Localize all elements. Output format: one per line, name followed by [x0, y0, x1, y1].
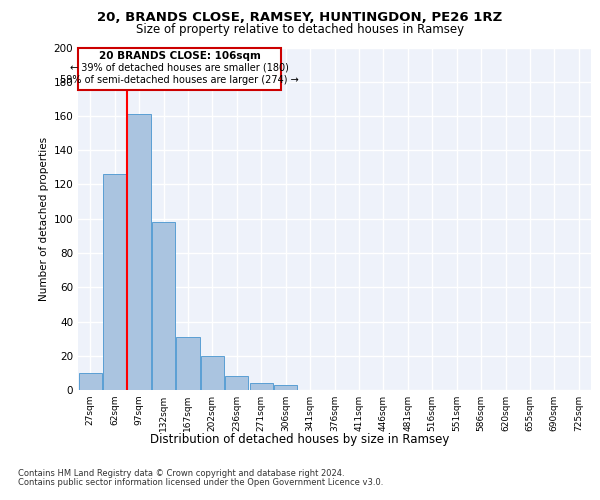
Text: Distribution of detached houses by size in Ramsey: Distribution of detached houses by size …: [151, 432, 449, 446]
Text: ← 39% of detached houses are smaller (180): ← 39% of detached houses are smaller (18…: [70, 63, 289, 73]
Text: Size of property relative to detached houses in Ramsey: Size of property relative to detached ho…: [136, 22, 464, 36]
Text: Contains HM Land Registry data © Crown copyright and database right 2024.: Contains HM Land Registry data © Crown c…: [18, 469, 344, 478]
Bar: [79, 373, 102, 390]
Bar: [103, 174, 126, 390]
FancyBboxPatch shape: [79, 48, 281, 90]
Text: 20, BRANDS CLOSE, RAMSEY, HUNTINGDON, PE26 1RZ: 20, BRANDS CLOSE, RAMSEY, HUNTINGDON, PE…: [97, 11, 503, 24]
Bar: [127, 114, 151, 390]
Bar: [225, 376, 248, 390]
Text: 59% of semi-detached houses are larger (274) →: 59% of semi-detached houses are larger (…: [60, 75, 299, 85]
Y-axis label: Number of detached properties: Number of detached properties: [39, 136, 49, 301]
Text: 20 BRANDS CLOSE: 106sqm: 20 BRANDS CLOSE: 106sqm: [98, 51, 260, 61]
Text: Contains public sector information licensed under the Open Government Licence v3: Contains public sector information licen…: [18, 478, 383, 487]
Bar: [152, 222, 175, 390]
Bar: [176, 337, 200, 390]
Bar: [201, 356, 224, 390]
Bar: [274, 385, 297, 390]
Bar: [250, 383, 273, 390]
